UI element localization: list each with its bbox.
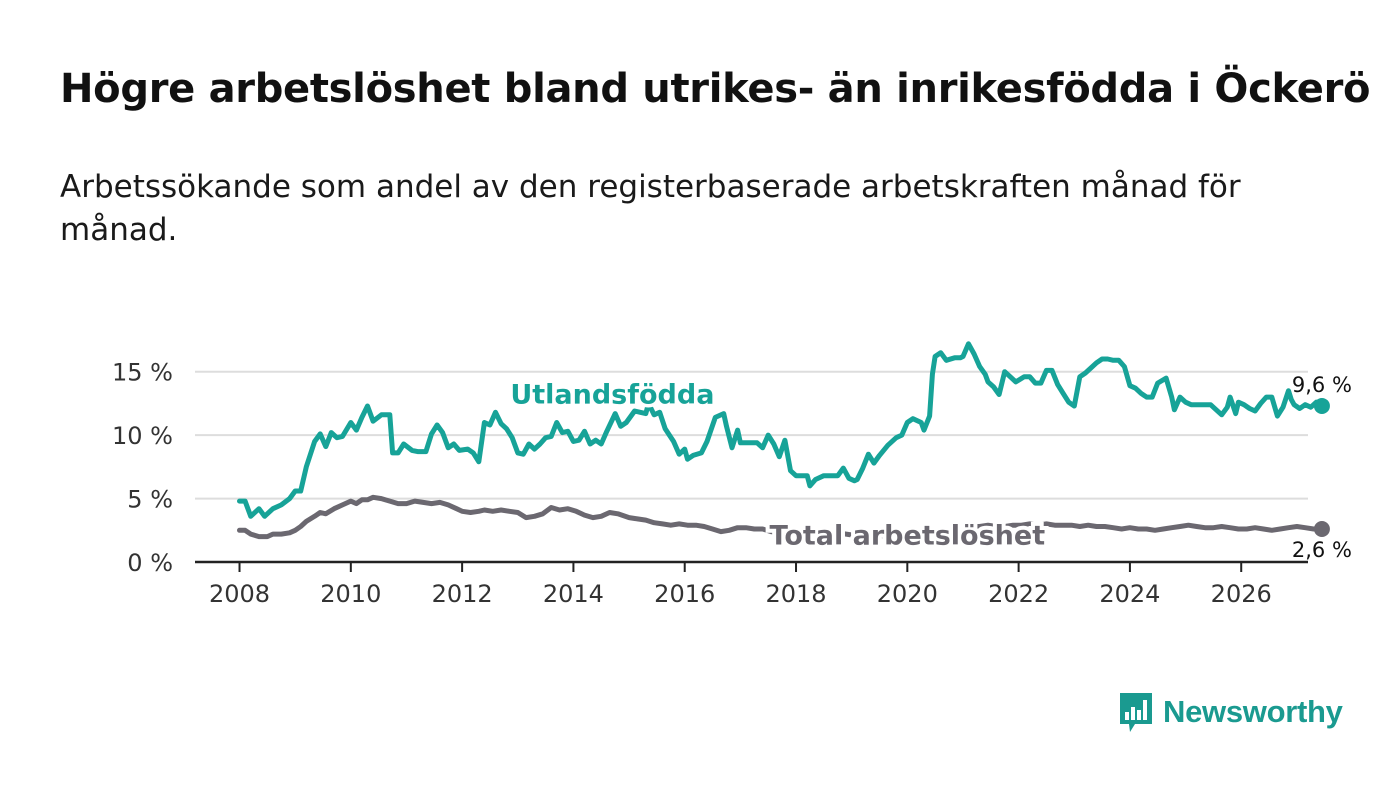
series-name-label: Utlandsfödda <box>510 379 714 410</box>
y-axis-ticks: 0 % 5 % 10 % 15 % <box>112 359 173 577</box>
y-tick-label: 15 % <box>112 359 173 387</box>
series-name-label: Total arbetslöshet <box>769 521 1045 552</box>
x-tick-label: 2010 <box>320 580 381 608</box>
y-tick-label: 0 % <box>127 549 173 577</box>
x-tick-label: 2020 <box>877 580 938 608</box>
x-tick-label: 2008 <box>209 580 270 608</box>
chart-title: Högre arbetslöshet bland utrikes- än inr… <box>60 66 1371 112</box>
y-tick-label: 5 % <box>127 486 173 514</box>
series-line-total <box>237 494 1325 541</box>
x-axis-ticks: 2008 2010 2012 2014 2016 2018 2020 2022 2024 2026 <box>209 562 1272 608</box>
series-end-dot <box>1313 397 1330 414</box>
series-lines <box>237 341 1330 541</box>
end-value-label: 2,6 % <box>1292 538 1352 562</box>
x-tick-label: 2016 <box>654 580 715 608</box>
chart-subtitle: Arbetssökande som andel av den registerb… <box>60 169 1241 248</box>
x-tick-label: 2022 <box>988 580 1049 608</box>
x-tick-label: 2012 <box>432 580 493 608</box>
end-value-label: 9,6 % <box>1292 373 1352 397</box>
x-tick-label: 2026 <box>1211 580 1272 608</box>
x-tick-label: 2018 <box>765 580 826 608</box>
newsworthy-logo: Newsworthy <box>1117 690 1343 734</box>
series-end-dot <box>1313 521 1330 538</box>
series-labels: 9,6 % 2,6 % Utlandsfödda Total arbetslöshet <box>507 373 1352 562</box>
y-tick-label: 10 % <box>112 422 173 450</box>
series-line-utlandsfodda <box>237 341 1325 519</box>
gridlines <box>195 370 1308 564</box>
x-tick-label: 2014 <box>543 580 604 608</box>
x-tick-label: 2024 <box>1099 580 1160 608</box>
brand-name: Newsworthy <box>1163 694 1343 729</box>
bar-chart-speech-bubble-icon <box>1120 693 1152 732</box>
